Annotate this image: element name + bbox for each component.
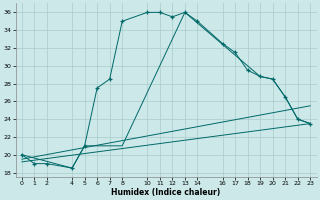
X-axis label: Humidex (Indice chaleur): Humidex (Indice chaleur)	[111, 188, 221, 197]
